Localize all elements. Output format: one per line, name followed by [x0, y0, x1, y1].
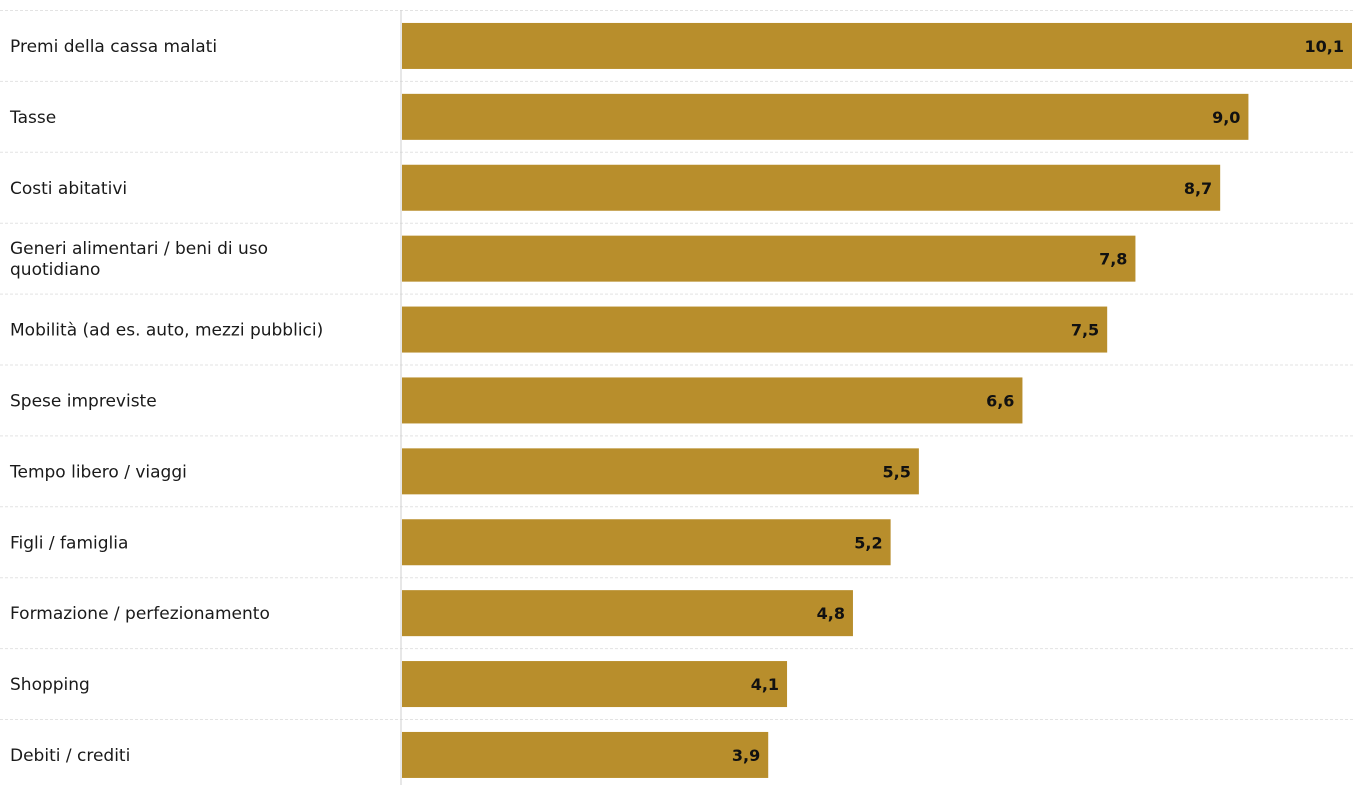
value-label: 8,7 — [1184, 179, 1212, 198]
bar — [402, 22, 1352, 69]
bar — [402, 235, 1136, 282]
bar — [402, 93, 1249, 140]
category-label: Debiti / crediti — [10, 746, 130, 766]
value-label: 10,1 — [1305, 37, 1344, 56]
value-label: 3,9 — [732, 746, 760, 765]
value-label: 5,5 — [883, 462, 911, 481]
value-labels-layer: 10,1 9,0 8,7 7,8 7,5 6,6 5,5 5,2 4,8 4,1 3,9 — [732, 37, 1344, 765]
value-label: 5,2 — [854, 533, 882, 552]
category-labels-layer: Premi della cassa malati Tasse Costi abita… — [9, 37, 323, 766]
bar — [402, 661, 788, 708]
category-label: Formazione / perfezionamento — [10, 604, 270, 624]
category-label: Mobilità (ad es. auto, mezzi pubblici) — [10, 321, 323, 341]
category-label: Generi alimentari / beni di uso — [10, 239, 268, 259]
value-label: 6,6 — [986, 391, 1014, 410]
bar — [402, 731, 769, 778]
grid-layer — [0, 10, 1354, 720]
bar — [402, 164, 1221, 211]
category-label: Spese impreviste — [10, 391, 157, 411]
value-label: 4,1 — [751, 675, 779, 694]
bar — [402, 590, 853, 637]
category-label: Tempo libero / viaggi — [9, 462, 187, 482]
category-label: Shopping — [10, 675, 90, 695]
category-label: Costi abitativi — [10, 179, 127, 199]
bar — [402, 448, 919, 495]
category-label: quotidiano — [10, 260, 100, 280]
category-label: Premi della cassa malati — [10, 37, 217, 57]
category-label: Figli / famiglia — [10, 533, 128, 553]
bar — [402, 306, 1108, 353]
bar — [402, 519, 891, 566]
value-label: 4,8 — [817, 604, 845, 623]
bars-layer — [402, 22, 1352, 778]
bar — [402, 377, 1023, 424]
value-label: 7,8 — [1099, 250, 1127, 269]
value-label: 9,0 — [1212, 108, 1240, 127]
category-label: Tasse — [9, 108, 56, 128]
value-label: 7,5 — [1071, 321, 1099, 340]
